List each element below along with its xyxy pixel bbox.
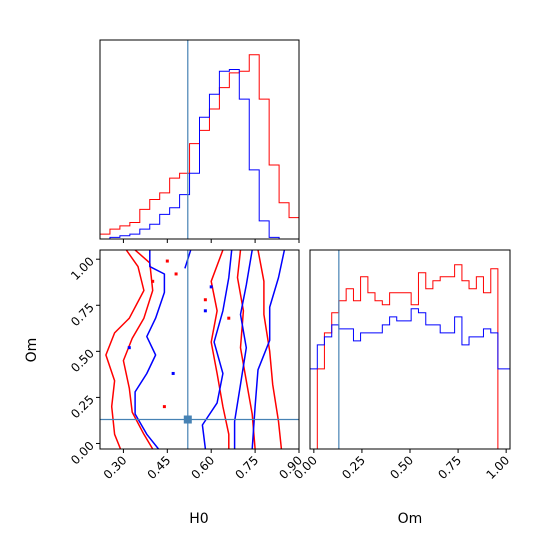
H0-hist-frame xyxy=(99,39,300,240)
om-histogram-marks xyxy=(310,250,510,449)
y-tick-label-om-1: 0.25 xyxy=(68,392,97,421)
contour-series-1-line-2 xyxy=(201,250,233,449)
Om-hist-frame xyxy=(309,249,511,450)
contour-series-1-point-0 xyxy=(127,346,131,350)
contour-series-1-line-4 xyxy=(251,250,286,449)
contour-series-0-line-3 xyxy=(236,250,256,449)
Om-hist-x-tick-label-4: 1.00 xyxy=(483,453,512,482)
x-axis-label-h0: H0 xyxy=(189,511,208,527)
contour-series-0-line-0 xyxy=(105,250,145,449)
Om-hist-series-1-steps xyxy=(310,308,510,449)
contour-series-0-line-1 xyxy=(122,250,154,449)
contour-series-0-point-3 xyxy=(203,298,207,302)
h0-histogram-marks xyxy=(100,40,299,239)
contour-series-1-point-2 xyxy=(203,309,207,313)
Om-hist-x-tick-label-2: 0.50 xyxy=(387,453,416,482)
contour-series-0-point-0 xyxy=(165,259,169,263)
H0-hist-series-1-steps xyxy=(100,69,299,239)
y-tick-label-om-0: 0.00 xyxy=(68,439,97,468)
contour-series-1-point-3 xyxy=(171,371,175,375)
y-tick-label-om-3: 0.75 xyxy=(68,300,97,329)
contour-truth-marker xyxy=(183,415,192,424)
contour-series-1-point-1 xyxy=(209,285,213,289)
axis-ticks: 0.00 0.25 0.50 0.75 1.000.000.250.500.751.00… xyxy=(68,239,512,482)
Om-hist-series-0-steps xyxy=(310,264,510,449)
contour-series-0-point-4 xyxy=(227,316,231,320)
contour-series-0-line-4 xyxy=(257,250,283,449)
x-axis-label-om: Om xyxy=(398,511,423,527)
contour-series-1-line-0 xyxy=(134,250,166,449)
y-tick-label-om-4: 1.00 xyxy=(68,254,97,283)
contour-series-0-point-5 xyxy=(151,279,155,283)
contour-series-0-point-1 xyxy=(174,272,178,276)
H0-Om-contour-x-tick-label-0: 0.30 xyxy=(101,453,130,482)
H0-Om-contour-x-tick-label-3: 0.75 xyxy=(232,453,261,482)
H0-Om-contour-frame xyxy=(99,249,300,450)
contour-series-1-line-3 xyxy=(233,250,253,449)
H0-Om-contour-x-tick-label-2: 0.60 xyxy=(189,453,218,482)
H0-Om-contour-x-tick-label-1: 0.45 xyxy=(145,453,174,482)
Om-hist-x-tick-label-1: 0.25 xyxy=(339,453,368,482)
contour-series-0-point-2 xyxy=(162,405,166,409)
y-axis-label-om: Om xyxy=(24,338,40,363)
y-tick-label-om-2: 0.50 xyxy=(68,346,97,375)
Om-hist-x-tick-label-3: 0.75 xyxy=(435,453,464,482)
contour-panel-marks xyxy=(100,250,299,449)
panel-frames xyxy=(99,39,511,450)
